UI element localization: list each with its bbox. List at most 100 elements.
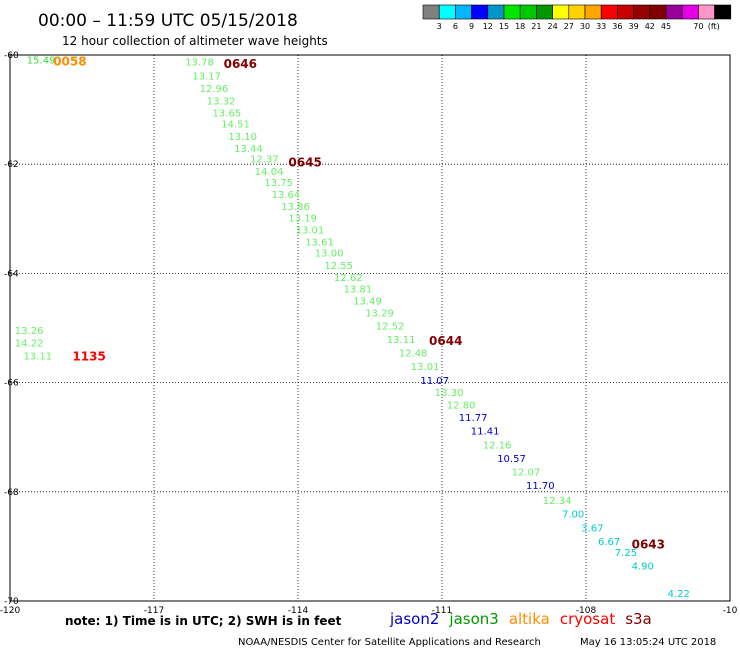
wave-height-label: 14.22: [15, 339, 44, 350]
wave-height-label: 13.00: [315, 249, 344, 260]
wave-height-label: 13.64: [272, 190, 301, 201]
y-tick-label: -60: [4, 51, 19, 61]
wave-height-label: 12.80: [447, 400, 476, 411]
wave-height-label: 13.11: [387, 335, 416, 346]
color-swatch: [681, 4, 699, 20]
y-tick-label: -64: [4, 269, 19, 279]
x-tick-label: -114: [288, 606, 309, 616]
wave-height-label: 13.78: [185, 58, 214, 69]
generated-timestamp: May 16 13:05:24 UTC 2018: [580, 637, 716, 648]
wave-height-label: 4.90: [632, 562, 654, 573]
wave-height-label: 15.49: [27, 55, 56, 66]
pass-time-label: 0058: [53, 54, 86, 68]
color-scale-label: 42: [645, 22, 655, 31]
wave-height-label: 11.07: [420, 376, 449, 387]
pass-time-label: 0644: [429, 334, 462, 348]
wave-height-label: 13.75: [264, 178, 293, 189]
color-scale-label: 27: [564, 22, 574, 31]
map-frame: [9, 54, 731, 602]
credit-text: NOAA/NESDIS Center for Satellite Applica…: [238, 637, 541, 648]
color-scale-label: 24: [548, 22, 558, 31]
satellite-name: cryosat: [560, 610, 615, 628]
pass-time-label: 1135: [72, 349, 105, 363]
y-tick-label: -66: [4, 379, 19, 389]
wave-height-label: 12.16: [483, 440, 512, 451]
satellite-legend: jason2 jason3 altika cryosat s3a: [389, 610, 652, 628]
wave-height-label: 11.41: [471, 427, 500, 438]
color-scale-label: 45: [661, 22, 671, 31]
color-swatch: [568, 4, 586, 20]
wave-height-label: 10.57: [497, 454, 526, 465]
pass-time-label: 0646: [224, 57, 257, 71]
color-swatch: [503, 4, 521, 20]
x-tick-label: -10: [723, 606, 738, 616]
color-scale-label: 15: [499, 22, 509, 31]
color-scale-label: 3: [437, 22, 442, 31]
wave-height-label: 14.04: [255, 167, 284, 178]
color-swatch: [422, 4, 440, 20]
x-tick-label: -117: [144, 606, 164, 616]
satellite-name: jason3: [448, 610, 498, 628]
wave-height-label: 13.29: [365, 309, 394, 320]
color-scale-label: 6: [453, 22, 458, 31]
wave-height-label: 13.01: [296, 226, 325, 237]
wave-height-label: 12.07: [512, 468, 541, 479]
wave-height-label: 13.01: [411, 362, 440, 373]
color-swatch: [519, 4, 537, 20]
y-tick-label: -70: [4, 597, 19, 607]
color-swatch: [698, 4, 715, 20]
y-tick-label: -62: [4, 160, 19, 170]
graticule: [10, 55, 730, 601]
wave-height-label: 13.81: [344, 285, 373, 296]
color-scale-label: 33: [596, 22, 606, 31]
wave-height-label: 13.17: [192, 72, 221, 83]
wave-height-label: 3.67: [581, 523, 603, 534]
wave-height-label: 12.55: [324, 261, 353, 272]
color-swatch: [438, 4, 456, 20]
map-title: 00:00 – 11:59 UTC 05/15/2018: [38, 11, 298, 31]
color-scale-label: 18: [515, 22, 525, 31]
wave-height-label: 13.26: [15, 326, 44, 337]
wave-height-label: 7.00: [562, 510, 584, 521]
x-tick-label: -120: [0, 606, 20, 616]
wave-height-label: 12.48: [399, 349, 428, 360]
wave-height-label: 13.86: [281, 202, 310, 213]
satellite-name: altika: [509, 610, 550, 628]
wave-height-label: 14.51: [221, 119, 250, 130]
wave-height-label: 13.49: [353, 297, 382, 308]
wave-height-label: 13.30: [435, 388, 464, 399]
color-scale-unit: (ft): [708, 22, 720, 31]
color-swatch: [714, 4, 732, 20]
color-swatch: [487, 4, 505, 20]
color-scale-label: 12: [483, 22, 493, 31]
wave-height-label: 7.25: [615, 548, 637, 559]
wave-height-label: 11.77: [459, 413, 488, 424]
pass-time-labels: 0058 0646 0645 0644 0643 1135: [53, 54, 665, 551]
color-swatch: [471, 4, 489, 20]
wave-height-label: 12.96: [200, 84, 229, 95]
wave-height-label: 11.70: [526, 481, 555, 492]
satellite-name: jason2: [389, 610, 439, 628]
units-note: note: 1) Time is in UTC; 2) SWH is in fe…: [65, 614, 342, 628]
color-scale-label: 21: [531, 22, 541, 31]
x-tick-label: -111: [432, 606, 452, 616]
wave-height-label: 13.44: [234, 144, 263, 155]
color-scale-label: 9: [469, 22, 474, 31]
pass-time-label: 0645: [288, 155, 321, 169]
color-swatch: [633, 4, 651, 20]
color-swatch: [552, 4, 570, 20]
y-tick-label: -68: [4, 488, 19, 498]
color-swatch: [665, 4, 683, 20]
color-scale-label: 39: [629, 22, 639, 31]
wave-height-label: 13.19: [288, 214, 317, 225]
color-swatch: [455, 4, 472, 20]
color-swatch: [649, 4, 667, 20]
wave-height-label: 12.62: [334, 273, 363, 284]
color-scale-label: 70: [693, 22, 703, 31]
satellite-name: s3a: [625, 610, 652, 628]
color-scale-label: 36: [612, 22, 622, 31]
color-scale-label: 30: [580, 22, 590, 31]
wave-height-label: 4.22: [668, 589, 690, 600]
